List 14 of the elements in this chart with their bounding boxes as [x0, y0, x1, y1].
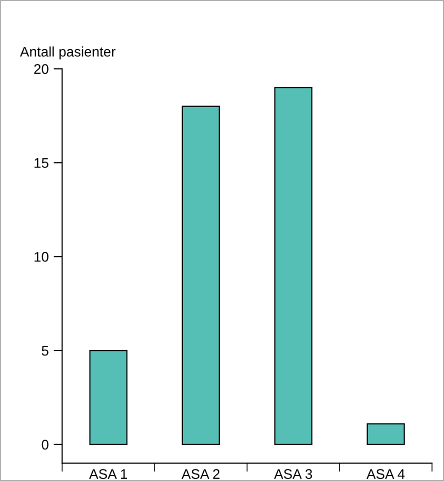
bar	[89, 350, 128, 445]
y-tick-label: 0	[42, 440, 48, 450]
x-tick-label: ASA 3	[274, 469, 312, 479]
x-tick-label: ASA 4	[366, 469, 405, 479]
x-tick-label: ASA 2	[182, 469, 220, 479]
bar	[274, 87, 312, 445]
bar	[366, 423, 405, 445]
x-tick-label: ASA 1	[89, 469, 128, 479]
y-tick-label: 20	[34, 64, 48, 74]
y-axis-title: Antall pasienter	[20, 46, 116, 60]
bar	[182, 106, 220, 445]
y-tick-label: 5	[42, 346, 48, 356]
y-tick-label: 15	[34, 158, 48, 168]
y-tick-label: 10	[34, 252, 48, 262]
